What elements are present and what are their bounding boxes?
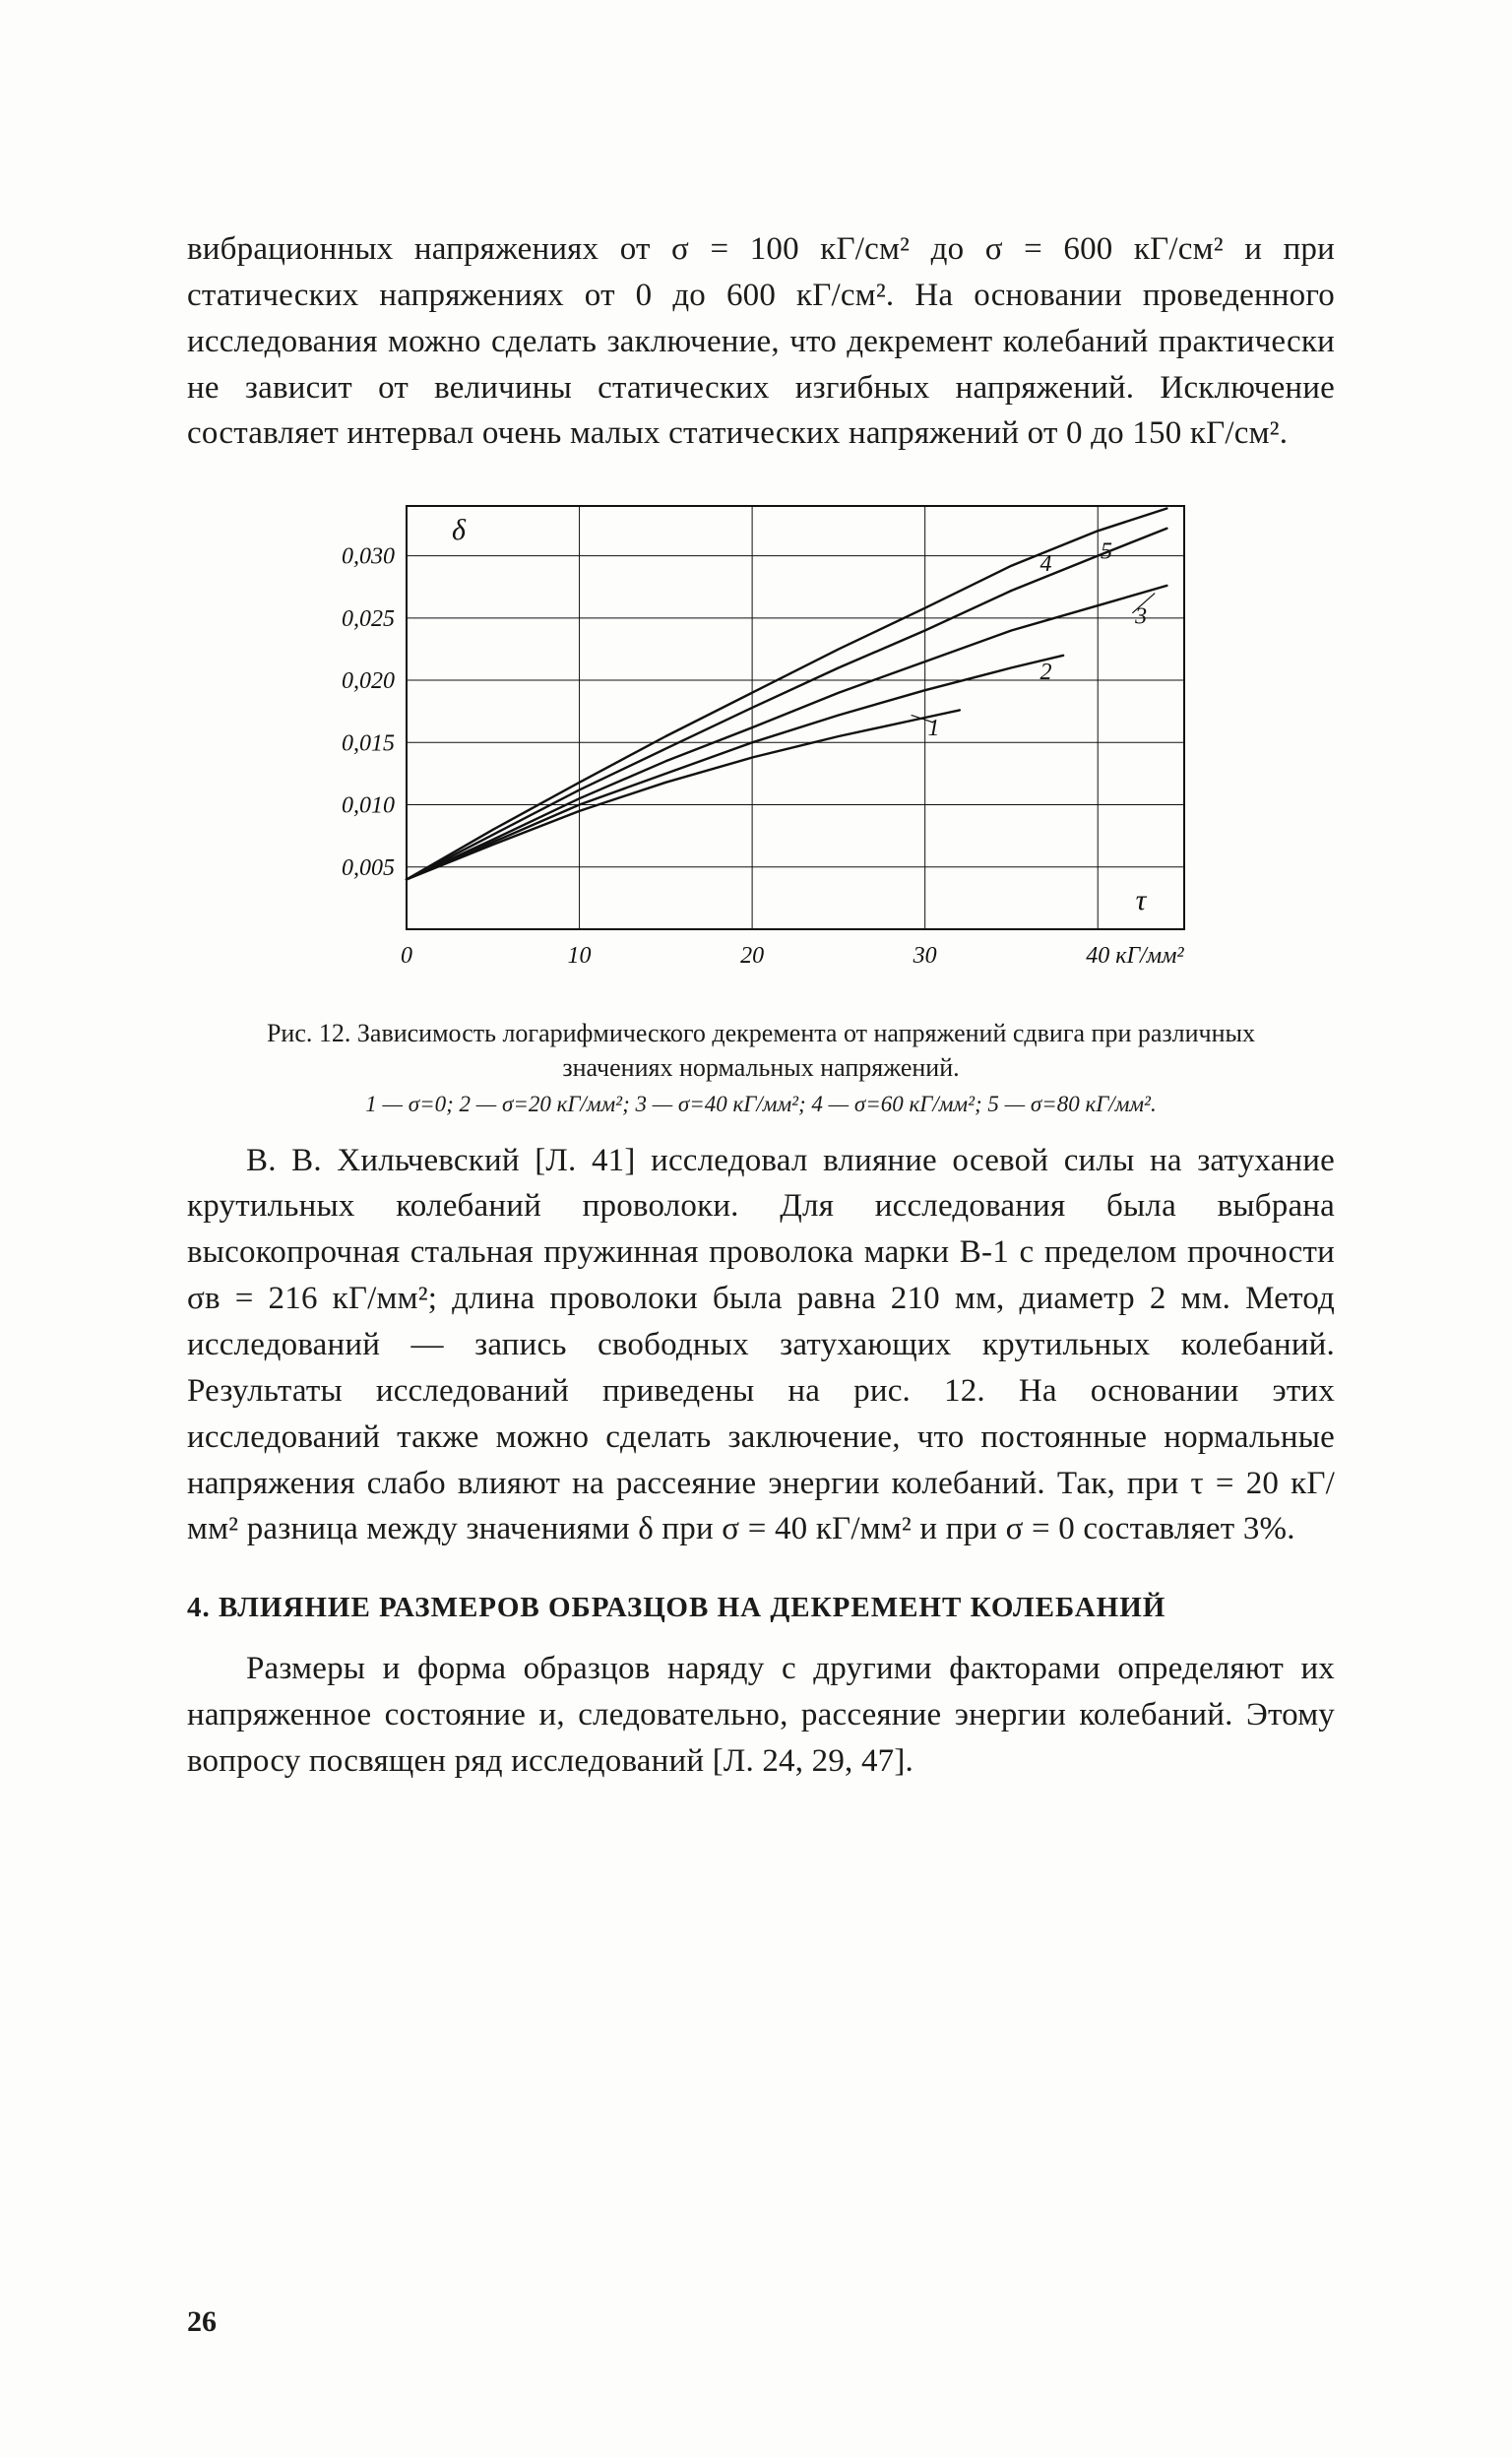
page-number: 26: [187, 2305, 217, 2339]
section-heading-4: 4. ВЛИЯНИЕ РАЗМЕРОВ ОБРАЗЦОВ НА ДЕКРЕМЕН…: [187, 1592, 1335, 1624]
svg-text:δ: δ: [452, 514, 467, 546]
svg-text:10: 10: [568, 943, 592, 969]
svg-text:0,005: 0,005: [342, 855, 395, 881]
svg-text:0,015: 0,015: [342, 731, 395, 757]
figure-12-chart: 1 2 3 4 5 δ τ 0,005 0,010 0,015 0,020 0,025 0,030 0 10…: [308, 486, 1214, 998]
svg-text:30: 30: [913, 943, 937, 969]
svg-text:4: 4: [1040, 552, 1052, 578]
page: вибрационных напряжениях от σ = 100 кГ/с…: [0, 0, 1512, 2457]
svg-text:5: 5: [1101, 539, 1112, 565]
svg-text:0: 0: [401, 943, 412, 969]
svg-text:1: 1: [927, 716, 939, 741]
figure-12: 1 2 3 4 5 δ τ 0,005 0,010 0,015 0,020 0,025 0,030 0 10…: [226, 486, 1295, 1119]
figure-12-caption: Рис. 12. Зависимость логарифмического де…: [236, 1016, 1286, 1085]
paragraph-3: Размеры и форма образцов наряду с другим…: [187, 1646, 1335, 1785]
svg-text:τ: τ: [1136, 884, 1148, 916]
svg-text:0,020: 0,020: [342, 668, 395, 694]
paragraph-2: В. В. Хильчевский [Л. 41] исследовал вли…: [187, 1138, 1335, 1553]
figure-12-legend: 1 — σ=0; 2 — σ=20 кГ/мм²; 3 — σ=40 кГ/мм…: [236, 1089, 1286, 1119]
svg-text:40 кГ/мм²: 40 кГ/мм²: [1086, 943, 1184, 969]
svg-text:20: 20: [740, 943, 764, 969]
svg-text:0,010: 0,010: [342, 793, 395, 819]
svg-text:3: 3: [1134, 604, 1147, 630]
svg-text:2: 2: [1040, 661, 1052, 686]
svg-text:0,030: 0,030: [342, 544, 395, 570]
svg-text:0,025: 0,025: [342, 606, 395, 632]
paragraph-3-text: Размеры и форма образцов наряду с другим…: [187, 1651, 1335, 1779]
paragraph-2-text: В. В. Хильчевский [Л. 41] исследовал вли…: [187, 1143, 1335, 1547]
paragraph-1: вибрационных напряжениях от σ = 100 кГ/с…: [187, 226, 1335, 457]
